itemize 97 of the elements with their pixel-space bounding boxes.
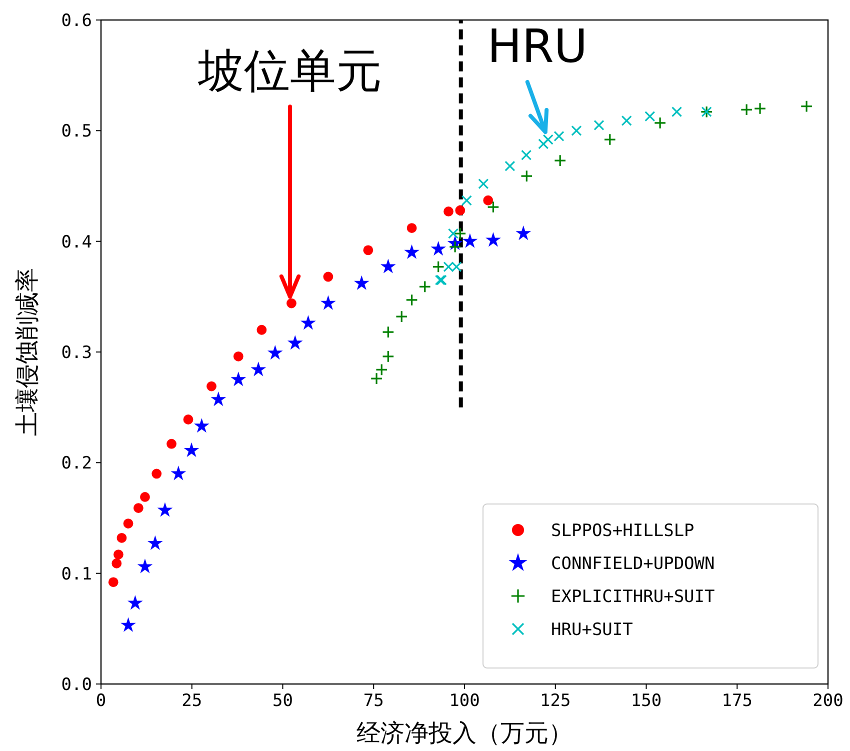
y-tick-label: 0.3 (61, 343, 92, 363)
point (170, 466, 186, 480)
point (194, 418, 210, 433)
point (486, 232, 501, 247)
x-tick-label: 200 (812, 691, 844, 711)
point (448, 240, 462, 254)
point (116, 532, 127, 543)
x-tick-label: 75 (363, 691, 384, 711)
annotation: HRU (487, 18, 588, 73)
x-tick-label: 50 (272, 691, 293, 711)
point (571, 125, 582, 136)
point (267, 345, 283, 360)
x-axis-title: 经济净投入（万元） (356, 719, 572, 747)
point (286, 298, 296, 308)
point (621, 115, 632, 126)
point (430, 241, 446, 256)
point (128, 595, 143, 610)
point (166, 438, 176, 449)
x-tick-label: 150 (630, 691, 662, 711)
legend-label: EXPLICITHRU+SUIT (551, 587, 715, 607)
point (671, 106, 682, 118)
y-tick-label: 0.1 (61, 564, 92, 584)
point (404, 244, 420, 259)
point (448, 228, 459, 239)
point (108, 577, 118, 588)
point (133, 503, 144, 513)
point (256, 324, 267, 335)
annotation: 坡位单元 (197, 44, 382, 98)
point (740, 103, 753, 116)
point (152, 468, 162, 479)
point (137, 558, 153, 574)
point (363, 245, 374, 256)
y-tick-label: 0.0 (61, 675, 92, 695)
y-tick-label: 0.6 (61, 11, 92, 31)
point (140, 492, 150, 502)
y-tick-label: 0.4 (61, 232, 92, 252)
point (112, 558, 122, 568)
point (120, 617, 136, 632)
x-tick-label: 0 (96, 691, 106, 711)
point (354, 275, 370, 290)
point (233, 351, 244, 362)
point (395, 310, 408, 323)
point (418, 280, 432, 293)
point (210, 392, 226, 406)
point (554, 130, 564, 142)
legend-label: HRU+SUIT (551, 620, 633, 640)
y-tick-label: 0.2 (61, 454, 92, 474)
point (406, 223, 417, 234)
x-tick-label: 125 (540, 691, 571, 711)
point (230, 372, 246, 386)
point (114, 550, 124, 560)
point (323, 272, 334, 282)
point (382, 326, 394, 338)
point (594, 120, 604, 130)
point (157, 502, 173, 517)
point (542, 134, 554, 145)
point (554, 154, 566, 167)
point (538, 138, 549, 150)
legend-label: SLPPOS+HILLSLP (551, 521, 694, 541)
x-tick-label: 175 (722, 691, 752, 711)
y-tick-label: 0.5 (61, 122, 92, 142)
point (382, 350, 394, 363)
point (455, 205, 466, 216)
point (375, 364, 388, 376)
point (800, 100, 813, 113)
point (504, 160, 516, 172)
point (183, 414, 194, 424)
point (644, 110, 656, 122)
point (300, 315, 316, 330)
point (461, 195, 472, 206)
point (320, 295, 336, 310)
point (604, 133, 616, 146)
point (123, 518, 134, 528)
point (287, 335, 303, 350)
point (206, 381, 216, 392)
y-axis-title: 土壤侵蚀削减率 (13, 268, 41, 436)
legend-label: CONNFIELD+UPDOWN (551, 554, 715, 574)
point (483, 195, 494, 206)
point (406, 294, 418, 306)
point (754, 102, 766, 115)
point (250, 362, 266, 376)
x-tick-label: 25 (182, 691, 202, 711)
point (454, 227, 466, 240)
point (444, 206, 454, 216)
point (654, 116, 666, 130)
point (478, 178, 489, 190)
point (147, 535, 163, 550)
point (520, 170, 533, 182)
point (516, 226, 532, 240)
x-tick-label: 100 (449, 691, 480, 711)
point (462, 233, 478, 248)
point (380, 258, 396, 274)
point (520, 150, 532, 160)
point (487, 200, 500, 214)
point (432, 260, 445, 273)
point (184, 442, 200, 458)
point (370, 372, 383, 385)
